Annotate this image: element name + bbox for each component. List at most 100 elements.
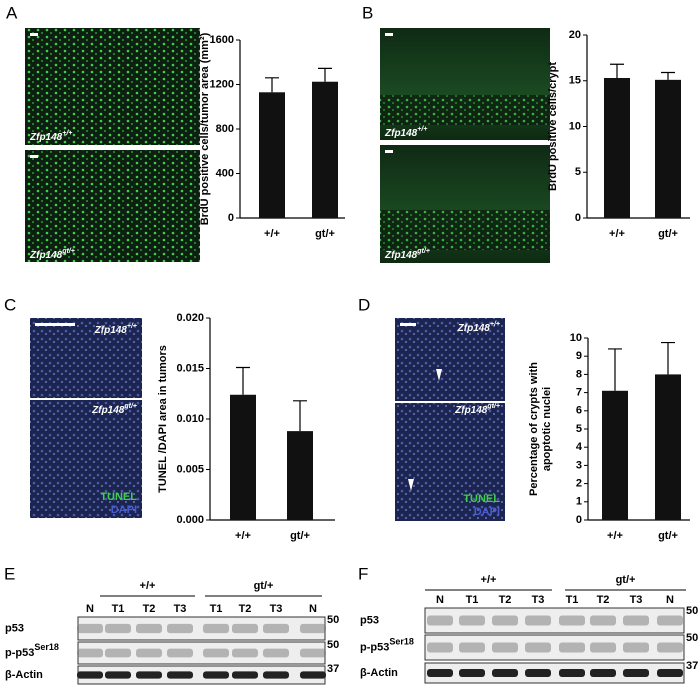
image-label: Zfp148+/+ (457, 321, 500, 333)
x-tick-label: gt/+ (315, 228, 335, 240)
blot-strip (424, 662, 685, 684)
scale-bar (30, 155, 38, 158)
arrowhead (408, 479, 414, 491)
genotype: gt/+ (486, 403, 500, 410)
micrograph (380, 210, 550, 250)
band (427, 615, 453, 626)
marker-label: 50 (686, 605, 698, 617)
micrograph (30, 400, 142, 518)
y-tick-label: 0.010 (176, 413, 204, 425)
y-tick-label: 5 (576, 423, 582, 435)
error-bar (610, 63, 624, 79)
y-tick-label: 5 (575, 166, 581, 178)
micrograph (395, 403, 505, 521)
band (203, 648, 229, 658)
scale-bar (400, 323, 416, 326)
band (492, 642, 518, 653)
marker-label: 50 (327, 639, 339, 651)
y-tick-label: 2 (576, 478, 582, 490)
band (525, 642, 551, 653)
lane-label: T1 (112, 603, 125, 615)
y-axis-label: BrdU positive cells/crypt (547, 62, 559, 191)
band (77, 671, 103, 679)
group-label: gt/+ (616, 574, 636, 586)
y-tick-label: 1600 (210, 34, 234, 46)
x-tick-label: +/+ (264, 228, 280, 240)
error-bar (661, 341, 675, 375)
y-tick-label: 0.020 (176, 312, 204, 324)
panel-letter: E (4, 564, 15, 583)
y-tick-label: 4 (576, 441, 583, 453)
y-tick-label: 1200 (210, 78, 234, 90)
y-tick-label: 8 (576, 368, 582, 380)
genotype: +/+ (417, 126, 427, 133)
protein: p-p53 (5, 647, 34, 659)
band (590, 669, 616, 677)
bar (312, 81, 338, 218)
error-bar (661, 71, 675, 80)
band (623, 669, 649, 677)
y-tick-label: 9 (576, 350, 582, 362)
y-axis-label: TUNEL /DAPI area in tumors (157, 345, 169, 493)
gene: Zfp148 (94, 325, 128, 336)
band (167, 671, 193, 679)
y-tick-label: 10 (570, 332, 582, 344)
lane-label: N (86, 603, 94, 615)
y-tick-label: 7 (576, 387, 582, 399)
band (263, 623, 289, 634)
bar (655, 374, 681, 520)
modification: Ser18 (34, 642, 59, 652)
y-tick-label: 0 (575, 212, 581, 224)
arrowhead (436, 369, 442, 381)
y-axis-label: apoptotic nuclei (541, 387, 553, 471)
bar (287, 431, 313, 520)
lane-label: T1 (566, 594, 579, 606)
band (167, 648, 193, 658)
group-label: gt/+ (254, 580, 274, 592)
genotype: +/+ (127, 323, 137, 330)
stain-label: DAPI (474, 506, 500, 518)
marker-label: 37 (686, 660, 698, 672)
gene: Zfp148 (29, 132, 63, 143)
gene: Zfp148 (91, 405, 125, 416)
lane-label: T1 (466, 594, 479, 606)
lane-label: T3 (270, 603, 283, 615)
marker-label: 50 (327, 614, 339, 626)
micrographs (25, 28, 550, 521)
bar (602, 390, 628, 520)
band (300, 648, 326, 658)
stain-label: TUNEL (100, 491, 137, 503)
error-bar (293, 400, 307, 432)
band (459, 615, 485, 626)
micrograph (395, 318, 505, 401)
y-tick-label: 0 (576, 514, 582, 526)
band (105, 648, 131, 658)
lane-label: N (666, 594, 674, 606)
y-tick-label: 3 (576, 459, 582, 471)
panel-letter: F (358, 564, 368, 583)
band (136, 671, 162, 679)
row-label: β-Actin (5, 669, 43, 681)
x-tick-label: gt/+ (658, 530, 678, 542)
lane-label: T3 (174, 603, 187, 615)
bar (604, 78, 630, 218)
band (105, 623, 131, 634)
band (167, 623, 193, 634)
error-bar (608, 348, 622, 391)
error-bar (236, 366, 250, 395)
band (427, 669, 453, 677)
band (427, 642, 453, 653)
row-label: β-Actin (360, 667, 398, 679)
band (232, 671, 258, 679)
band (623, 642, 649, 653)
y-tick-label: 15 (569, 75, 581, 87)
band (559, 615, 585, 626)
lane-label: T1 (210, 603, 223, 615)
y-tick-label: 10 (569, 120, 581, 132)
row-label: p-p53Ser18 (360, 637, 414, 654)
bar (259, 92, 285, 218)
lane-label: T3 (532, 594, 545, 606)
protein: β-Actin (5, 669, 43, 681)
image-label: Zfp148gt/+ (29, 248, 75, 260)
band (525, 669, 551, 677)
